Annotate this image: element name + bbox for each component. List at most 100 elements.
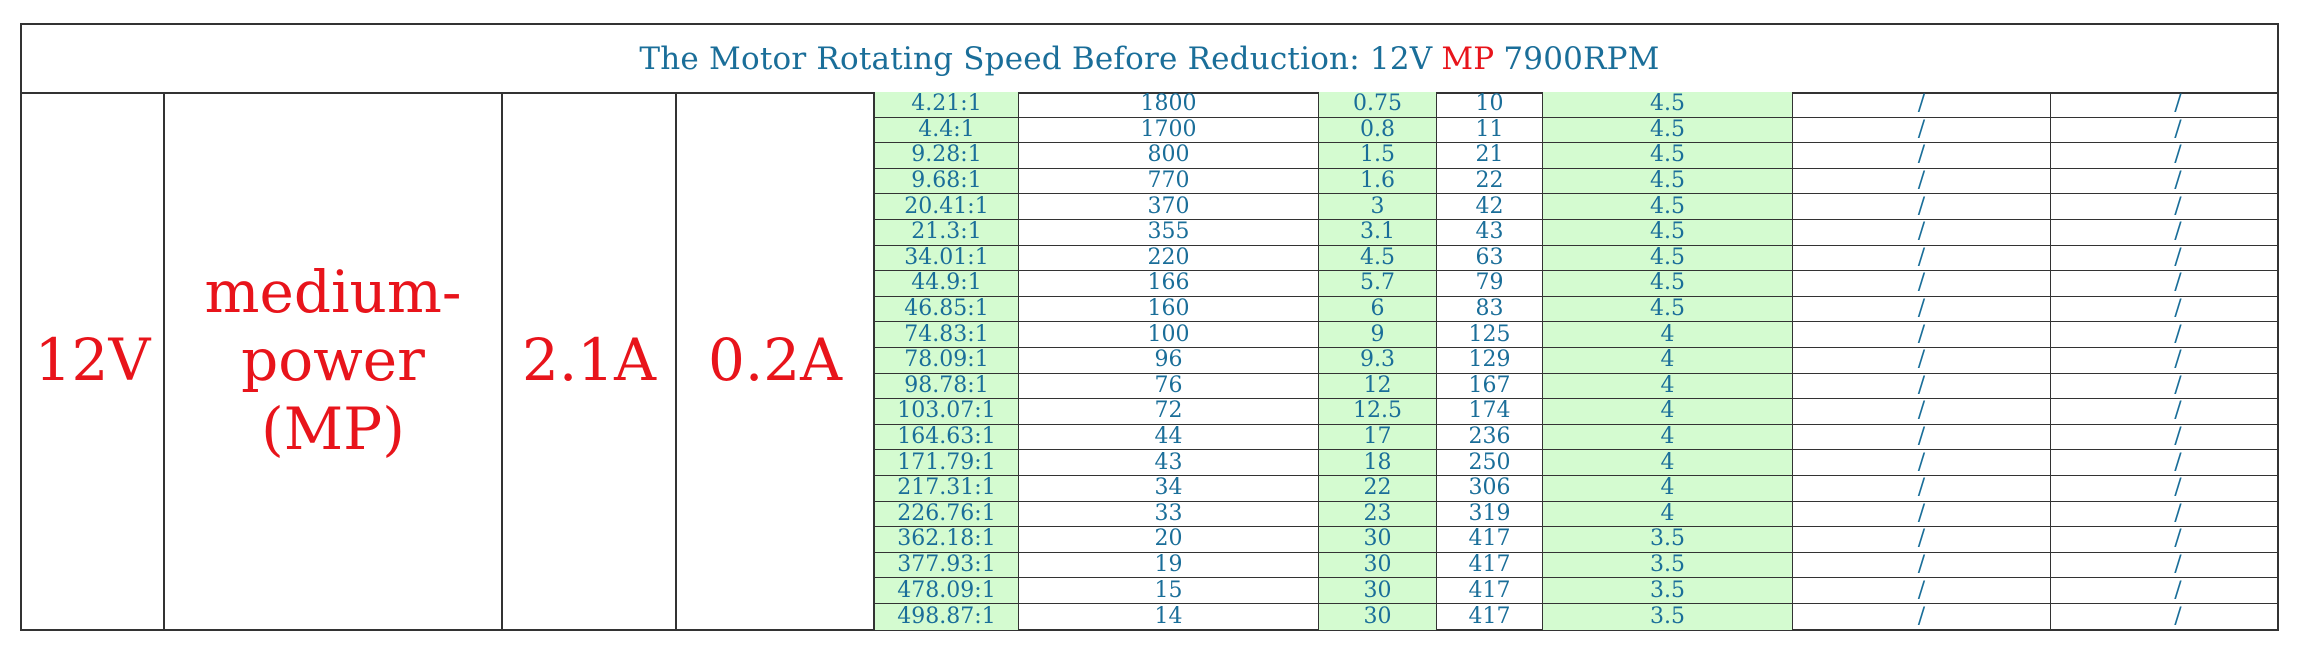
empty-cell: /	[1793, 322, 2051, 347]
speed-cell: 220	[1019, 245, 1319, 271]
rating-cell: 4	[1543, 501, 1793, 527]
title-suffix: 7900RPM	[1503, 40, 1660, 77]
value-cell: 22	[1437, 168, 1543, 194]
ratio-cell: 171.79:1	[875, 450, 1019, 475]
rating-cell: 4	[1543, 322, 1793, 347]
rating-cell: 3.5	[1543, 552, 1793, 578]
ratio-cell: 20.41:1	[875, 194, 1019, 219]
empty-cell: /	[1793, 501, 2051, 527]
empty-cell: /	[2174, 270, 2182, 296]
empty-cell: /	[1793, 476, 2051, 501]
speed-cell: 43	[1019, 450, 1319, 475]
table-row: 217.31:1 34 22 306 4//	[875, 476, 2277, 502]
rating-cell: 4.5	[1543, 168, 1793, 194]
ratio-cell: 103.07:1	[875, 399, 1019, 424]
speed-cell: 15	[1019, 578, 1319, 603]
table-row: 46.85:1 160 6 83 4.5//	[875, 296, 2277, 323]
empty-cell: /	[1793, 271, 2051, 296]
speed-cell: 44	[1019, 424, 1319, 450]
table-row: 44.9:1 166 5.7 79 4.5//	[875, 271, 2277, 297]
table-row: 74.83:1 100 9 125 4//	[875, 322, 2277, 348]
value-cell: 417	[1437, 552, 1543, 578]
empty-cell: /	[1793, 604, 2051, 630]
title-prefix: The Motor Rotating Speed Before Reductio…	[639, 40, 1433, 77]
ratio-cell: 98.78:1	[875, 373, 1019, 399]
speed-cell: 20	[1019, 527, 1319, 552]
torque-cell: 6	[1319, 296, 1437, 322]
value-cell: 174	[1437, 399, 1543, 424]
torque-cell: 9.3	[1319, 348, 1437, 373]
torque-cell: 23	[1319, 501, 1437, 527]
value-cell: 83	[1437, 296, 1543, 322]
speed-cell: 33	[1019, 501, 1319, 527]
empty-cell: /	[1793, 296, 2051, 322]
table-row: 362.18:1 20 30 417 3.5//	[875, 527, 2277, 553]
voltage-cell: 12V	[22, 92, 165, 629]
table-row: 9.68:1 770 1.6 22 4.5//	[875, 168, 2277, 195]
table-body: 12V medium- power (MP) 2.1A 0.2A 4.21:1 1…	[22, 92, 2277, 630]
empty-cell: /	[1793, 527, 2051, 552]
ratio-cell: 4.21:1	[875, 92, 1019, 117]
empty-cell: /	[2174, 193, 2182, 219]
torque-cell: 1.6	[1319, 168, 1437, 194]
speed-cell: 19	[1019, 552, 1319, 578]
empty-cell: /	[2174, 552, 2182, 578]
speed-cell: 770	[1019, 168, 1319, 194]
table-title: The Motor Rotating Speed Before Reductio…	[22, 25, 2277, 94]
rating-cell: 4	[1543, 348, 1793, 373]
torque-cell: 12	[1319, 373, 1437, 399]
table-row: 4.4:1 1700 0.8 11 4.5//	[875, 117, 2277, 144]
current-a-cell: 2.1A	[503, 92, 677, 629]
value-cell: 417	[1437, 578, 1543, 603]
speed-cell: 34	[1019, 476, 1319, 501]
ratio-cell: 74.83:1	[875, 322, 1019, 347]
rating-cell: 4.5	[1543, 220, 1793, 245]
rating-cell: 4.5	[1543, 117, 1793, 143]
rating-cell: 4.5	[1543, 271, 1793, 296]
empty-cell: /	[1793, 117, 2051, 143]
ratio-cell: 377.93:1	[875, 552, 1019, 578]
table-row: 226.76:1 33 23 319 4//	[875, 501, 2277, 528]
rating-cell: 4	[1543, 373, 1793, 399]
power-class-cell: medium- power (MP)	[165, 92, 503, 629]
ratio-cell: 226.76:1	[875, 501, 1019, 527]
empty-cell: /	[2174, 244, 2182, 270]
empty-cell: /	[2174, 424, 2182, 450]
table-row: 9.28:1 800 1.5 21 4.5//	[875, 143, 2277, 169]
value-cell: 42	[1437, 194, 1543, 219]
speed-cell: 166	[1019, 271, 1319, 296]
rating-cell: 4	[1543, 476, 1793, 501]
table-row: 78.09:1 96 9.3 129 4//	[875, 348, 2277, 374]
speed-cell: 1800	[1019, 92, 1319, 117]
current-b-cell: 0.2A	[677, 92, 875, 629]
empty-cell: /	[2174, 219, 2182, 245]
empty-cell: /	[2174, 398, 2182, 424]
empty-cell: /	[2174, 347, 2182, 373]
table-row: 377.93:1 19 30 417 3.5//	[875, 552, 2277, 579]
value-cell: 417	[1437, 604, 1543, 630]
torque-cell: 4.5	[1319, 245, 1437, 271]
empty-cell: /	[1793, 552, 2051, 578]
table-row: 171.79:1 43 18 250 4//	[875, 450, 2277, 476]
ratio-cell: 362.18:1	[875, 527, 1019, 552]
table-row: 21.3:1 355 3.1 43 4.5//	[875, 220, 2277, 246]
rating-cell: 4.5	[1543, 92, 1793, 117]
rating-cell: 4.5	[1543, 194, 1793, 219]
empty-cell: /	[2174, 142, 2182, 168]
empty-cell: /	[1793, 578, 2051, 603]
table-row: 4.21:1 1800 0.75 10 4.5//	[875, 92, 2277, 118]
empty-cell: /	[1793, 348, 2051, 373]
rating-cell: 4	[1543, 399, 1793, 424]
value-cell: 21	[1437, 143, 1543, 168]
value-cell: 63	[1437, 245, 1543, 271]
speed-cell: 76	[1019, 373, 1319, 399]
ratio-cell: 21.3:1	[875, 220, 1019, 245]
torque-cell: 17	[1319, 424, 1437, 450]
torque-cell: 3.1	[1319, 220, 1437, 245]
spec-table: The Motor Rotating Speed Before Reductio…	[20, 23, 2279, 631]
empty-cell: /	[2174, 475, 2182, 501]
ratio-cell: 9.68:1	[875, 168, 1019, 194]
rating-cell: 4.5	[1543, 245, 1793, 271]
torque-cell: 9	[1319, 322, 1437, 347]
rating-cell: 4	[1543, 450, 1793, 475]
